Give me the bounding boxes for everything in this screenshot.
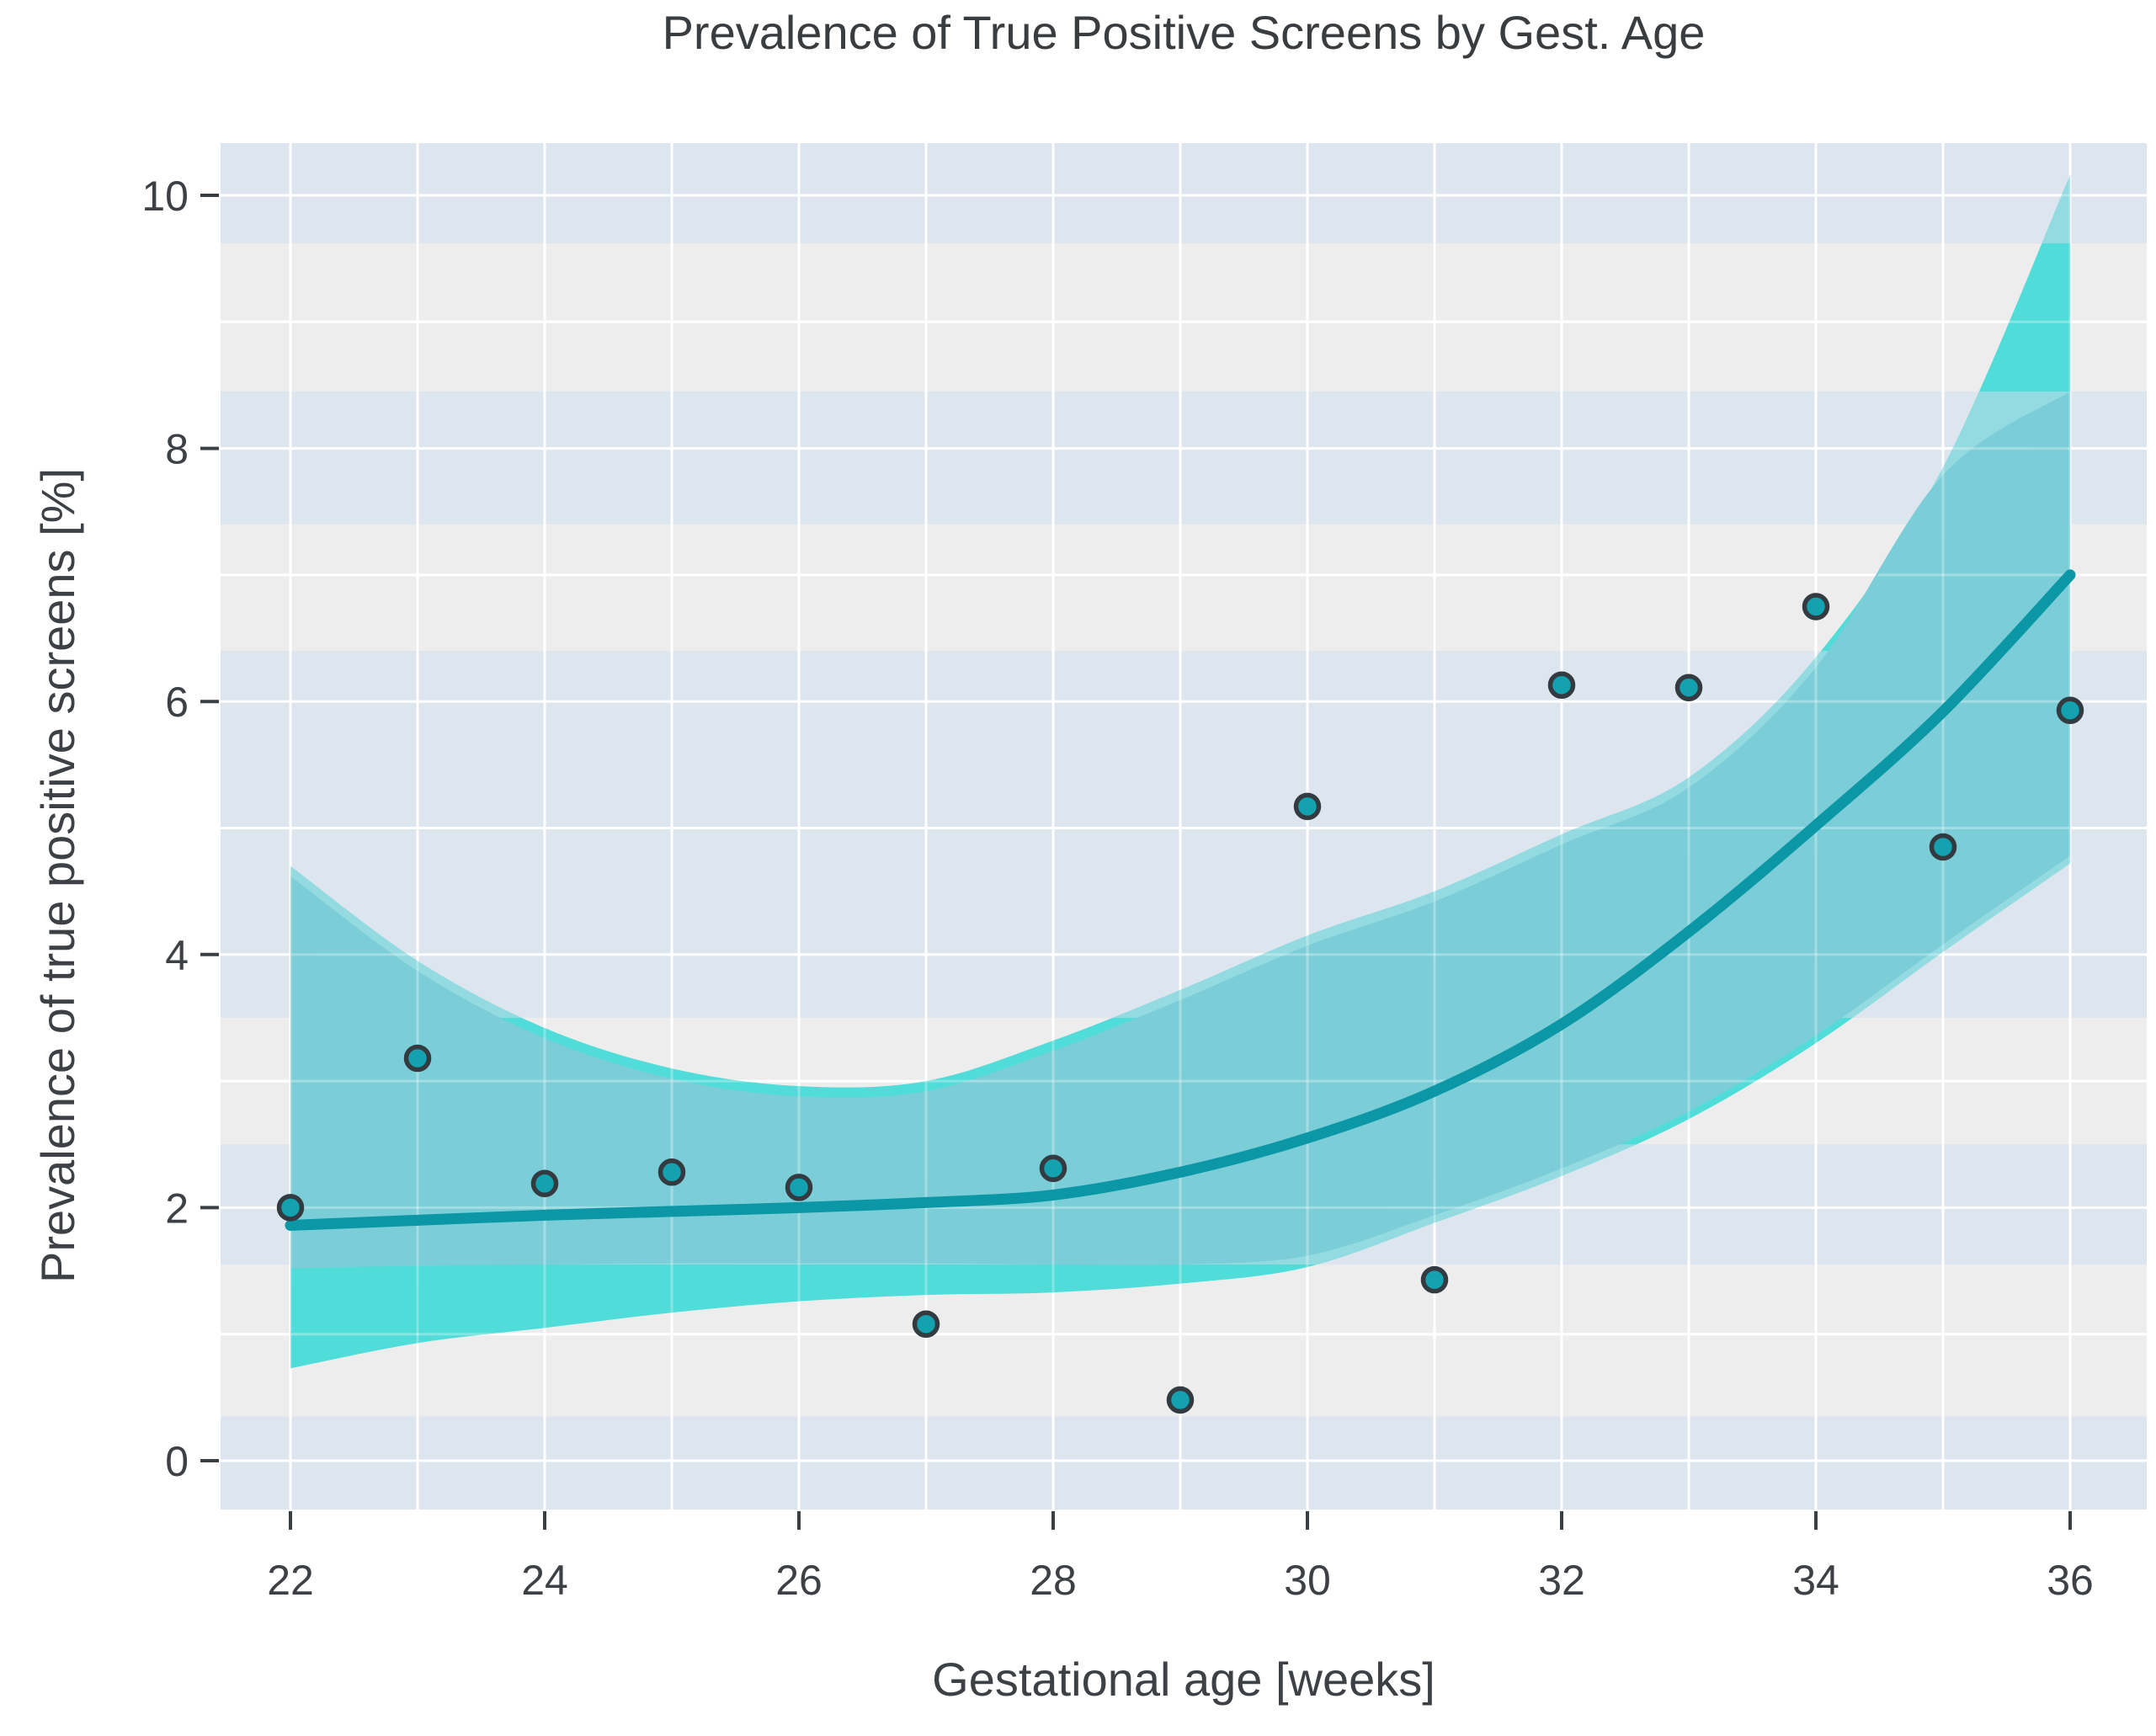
data-point-week-33 bbox=[1674, 674, 1703, 701]
y-tick-label: 4 bbox=[165, 932, 189, 979]
data-point-week-26 bbox=[785, 1174, 813, 1201]
x-tick-label: 36 bbox=[2047, 1557, 2094, 1604]
data-point-week-23 bbox=[403, 1044, 432, 1073]
y-tick-label: 0 bbox=[165, 1438, 189, 1485]
data-point-week-25 bbox=[657, 1158, 686, 1186]
data-point-week-32 bbox=[1547, 671, 1576, 699]
x-tick-label: 34 bbox=[1792, 1557, 1839, 1604]
x-tick-label: 30 bbox=[1284, 1557, 1331, 1604]
smooth-trend-line bbox=[285, 569, 2076, 1231]
data-point-week-27 bbox=[912, 1310, 940, 1338]
data-point-week-35 bbox=[1929, 833, 1957, 861]
x-axis-title: Gestational age [weeks] bbox=[932, 1653, 1435, 1706]
x-tick-label: 26 bbox=[775, 1557, 822, 1604]
y-tick-label: 2 bbox=[165, 1185, 189, 1232]
panel-gray-band bbox=[221, 524, 2147, 652]
data-point-week-24 bbox=[530, 1169, 559, 1198]
x-tick-label: 24 bbox=[521, 1557, 568, 1604]
data-point-week-30 bbox=[1293, 792, 1322, 821]
data-point-week-28 bbox=[1039, 1154, 1067, 1183]
scatter-points bbox=[276, 593, 2084, 1414]
y-tick-label: 6 bbox=[165, 679, 189, 726]
y-tick-label: 8 bbox=[165, 426, 189, 473]
y-axis-title: Prevalence of true positive screens [%] bbox=[31, 468, 84, 1283]
ci-ribbon-inner bbox=[290, 391, 2070, 1269]
x-tick-label: 22 bbox=[267, 1557, 314, 1604]
data-point-week-22 bbox=[276, 1194, 305, 1222]
data-point-week-31 bbox=[1420, 1265, 1449, 1294]
data-point-week-29 bbox=[1166, 1386, 1195, 1414]
y-tick-label: 10 bbox=[141, 173, 189, 220]
data-point-week-34 bbox=[1802, 593, 1830, 620]
x-tick-label: 32 bbox=[1538, 1557, 1585, 1604]
loess-line bbox=[285, 569, 2076, 1231]
data-point-week-36 bbox=[2056, 696, 2084, 724]
panel-gray-band bbox=[221, 243, 2147, 391]
chart-title: Prevalence of True Positive Screens by G… bbox=[663, 6, 1706, 59]
x-tick-label: 28 bbox=[1030, 1557, 1077, 1604]
